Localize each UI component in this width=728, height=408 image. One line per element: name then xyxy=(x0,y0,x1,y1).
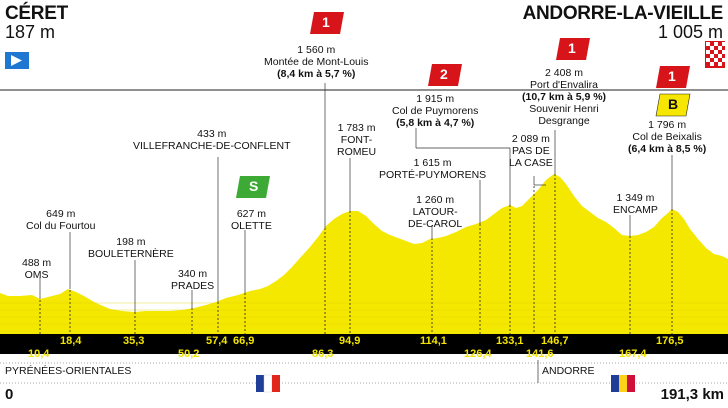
km-marker: 146,7 xyxy=(541,335,569,347)
profile-texture xyxy=(0,302,728,325)
km-marker: 167,4 xyxy=(619,348,647,360)
label-oms: 488 m OMS xyxy=(22,257,52,281)
start-altitude: 187 m xyxy=(5,22,56,42)
km-marker: 141,6 xyxy=(526,348,554,360)
label-font-romeu: 1 783 m FONT- ROMEU xyxy=(337,122,377,158)
region-left: PYRÉNÉES-ORIENTALES xyxy=(5,365,132,377)
label-olette: 627 m OLETTE xyxy=(231,208,272,232)
km-marker: 133,1 xyxy=(496,335,524,347)
region-right: ANDORRE xyxy=(542,365,595,377)
label-encamp: 1 349 m ENCAMP xyxy=(613,192,658,216)
km-marker: 126,4 xyxy=(464,348,492,360)
label-latour-de-carol: 1 260 m LATOUR- DE-CAROL xyxy=(408,194,463,230)
km-marker: 57,4 xyxy=(206,335,228,347)
label-col-du-fourtou: 649 m Col du Fourtou xyxy=(26,208,96,232)
start-flag-icon xyxy=(5,52,29,69)
finish-checkered-flag-icon xyxy=(705,41,725,68)
distance-start: 0 xyxy=(5,386,14,403)
label-bouleternere: 198 m BOULETERNÈRE xyxy=(88,236,174,260)
km-marker: 86,3 xyxy=(312,348,334,360)
badge-number: 1 xyxy=(668,68,676,84)
start-town: CÉRET xyxy=(5,3,68,24)
label-pas-de-la-case: 2 089 m PAS DE LA CASE xyxy=(509,133,553,169)
km-marker: 35,3 xyxy=(123,335,145,347)
label-porte-puymorens: 1 615 m PORTÉ-PUYMORENS xyxy=(379,157,487,181)
finish-altitude: 1 005 m xyxy=(657,22,723,42)
badge-number: 2 xyxy=(440,66,448,82)
km-marker: 18,4 xyxy=(60,335,82,347)
elevation-area xyxy=(0,174,728,334)
badge-number: 1 xyxy=(322,14,330,30)
label-villefranche: 433 m VILLEFRANCHE-DE-CONFLENT xyxy=(133,128,291,152)
km-marker: 94,9 xyxy=(339,335,361,347)
cat2-badge-puymorens-icon xyxy=(428,64,462,86)
km-marker: 66,9 xyxy=(233,335,255,347)
bonus-letter: B xyxy=(668,96,679,112)
cat1-badge-mont-louis-icon xyxy=(310,12,344,34)
label-port-envalira: 2 408 m Port d'Envalira (10,7 km à 5,9 %) … xyxy=(522,67,607,127)
km-marker: 50,2 xyxy=(178,348,200,360)
leader-lines xyxy=(39,83,673,312)
km-marker: 114,1 xyxy=(420,335,447,347)
label-col-de-puymorens: 1 915 m Col de Puymorens (5,8 km à 4,7 %) xyxy=(392,93,479,129)
label-mont-louis: 1 560 m Montée de Mont-Louis (8,4 km à 5,7… xyxy=(264,44,369,80)
france-flag-icon xyxy=(256,374,280,393)
km-marker: 10,4 xyxy=(28,348,50,360)
cat1-badge-beixalis-icon xyxy=(656,66,690,88)
sprint-badge-icon xyxy=(236,176,270,198)
label-prades: 340 m PRADES xyxy=(171,268,215,292)
finish-town: ANDORRE-LA-VIEILLE xyxy=(522,3,724,24)
bonus-badge-icon xyxy=(655,93,691,117)
km-marker-lines xyxy=(39,174,673,340)
cat1-badge-envalira-icon xyxy=(556,38,590,60)
label-col-de-beixalis: 1 796 m Col de Beixalis (6,4 km à 8,5 %) xyxy=(628,119,707,155)
km-marker: 176,5 xyxy=(656,335,684,347)
distance-end: 191,3 km xyxy=(660,386,724,403)
andorra-flag-icon xyxy=(611,375,635,392)
badge-number: 1 xyxy=(568,40,576,56)
sprint-letter: S xyxy=(249,178,259,194)
